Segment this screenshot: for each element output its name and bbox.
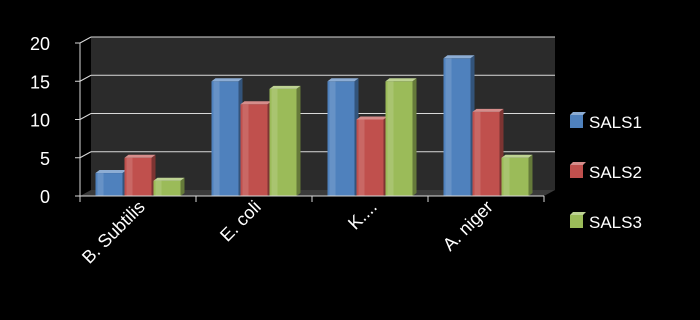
bar-highlight	[126, 157, 133, 196]
bar-highlight	[271, 88, 278, 196]
legend-label: SALS3	[589, 213, 642, 232]
bar-top	[211, 78, 243, 82]
bars	[95, 55, 533, 196]
bar-sals1	[327, 78, 359, 196]
bar-highlight	[97, 173, 104, 196]
bar-highlight	[358, 119, 365, 196]
legend-swatch-top	[570, 112, 586, 115]
legend-item-sals2: SALS2	[570, 162, 642, 182]
bar-sals1	[211, 78, 243, 196]
y-tick-label: 10	[30, 111, 50, 131]
bar-side	[296, 85, 301, 196]
bar-highlight	[387, 81, 394, 196]
bar-highlight	[445, 58, 452, 196]
bar-sals2	[240, 101, 272, 196]
legend-swatch-top	[570, 162, 586, 165]
plot-floor	[80, 190, 555, 196]
bar-sals3	[269, 85, 301, 196]
bar-top	[443, 55, 475, 59]
bar-top	[501, 154, 533, 158]
bar-side	[180, 177, 185, 196]
x-tick-label: B. Subtilis	[78, 197, 149, 268]
bar-highlight	[213, 81, 220, 196]
bar-top	[356, 116, 388, 120]
bar-top	[95, 170, 127, 174]
gridline-side	[79, 36, 92, 44]
gridline-side	[79, 151, 92, 159]
legend: SALS1 SALS2 SALS3	[570, 112, 642, 232]
bar-highlight	[474, 111, 481, 196]
bar-sals3	[153, 177, 185, 196]
bar-sals2	[356, 116, 388, 196]
legend-swatch	[570, 215, 583, 228]
y-tick-label: 5	[40, 149, 50, 169]
bar-top	[327, 78, 359, 82]
legend-label: SALS1	[589, 113, 642, 132]
legend-swatch-top	[570, 212, 586, 215]
gridline-side	[79, 74, 92, 82]
gridline-side	[79, 113, 92, 120]
bar-top	[240, 101, 272, 105]
y-tick-label: 20	[30, 34, 50, 54]
y-tick-label: 0	[40, 187, 50, 207]
x-tick-label: K....	[344, 197, 381, 234]
bar-top	[472, 108, 504, 112]
bar-sals3	[501, 154, 533, 196]
bar-top	[385, 78, 417, 82]
legend-swatch	[570, 115, 583, 128]
bar-highlight	[503, 157, 510, 196]
bar-highlight	[242, 104, 249, 196]
bar-sals1	[443, 55, 475, 196]
x-tick-label: A. niger	[439, 197, 497, 255]
bar-side	[412, 78, 417, 196]
bar-sals2	[124, 154, 156, 196]
bar-sals3	[385, 78, 417, 196]
x-tick-label: E. coli	[216, 197, 265, 246]
legend-label: SALS2	[589, 163, 642, 182]
bar-sals2	[472, 108, 504, 196]
legend-item-sals3: SALS3	[570, 212, 642, 232]
y-tick-label: 15	[30, 72, 50, 92]
legend-swatch	[570, 165, 583, 178]
bar-highlight	[329, 81, 336, 196]
bar-highlight	[155, 180, 162, 196]
bar-top	[269, 85, 301, 89]
bar-side	[528, 154, 533, 196]
bar-top	[124, 154, 156, 158]
bar-top	[153, 177, 185, 181]
bar-sals1	[95, 170, 127, 196]
legend-item-sals1: SALS1	[570, 112, 642, 132]
